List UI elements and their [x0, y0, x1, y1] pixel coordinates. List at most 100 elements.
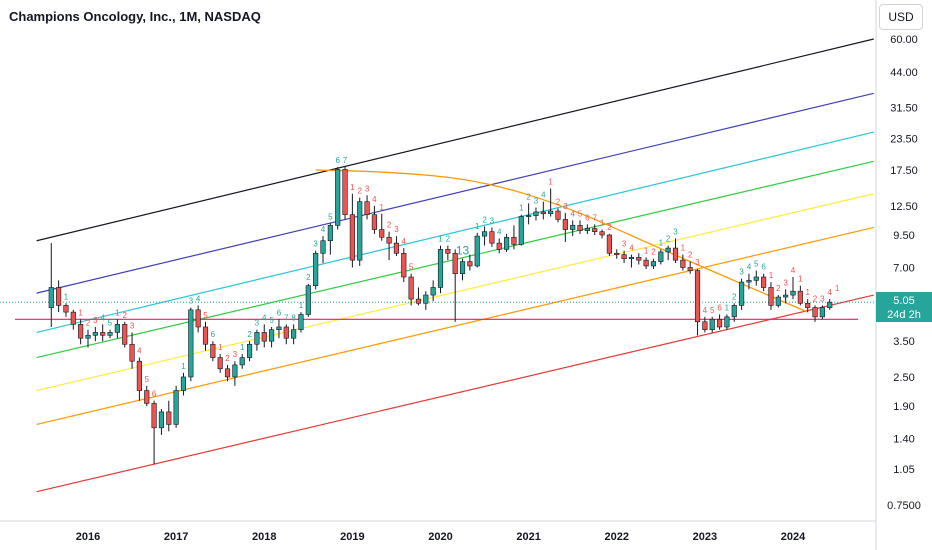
candle[interactable]	[746, 273, 752, 290]
candle[interactable]	[452, 249, 458, 322]
candle[interactable]	[827, 299, 833, 310]
candle[interactable]	[371, 205, 377, 234]
candle[interactable]	[78, 319, 84, 345]
candle[interactable]	[511, 225, 517, 250]
candle[interactable]	[210, 341, 216, 362]
candle[interactable]	[342, 167, 348, 220]
candle[interactable]	[276, 319, 282, 339]
candle[interactable]	[628, 254, 635, 268]
candle[interactable]	[298, 312, 304, 333]
candle[interactable]	[812, 305, 818, 322]
candle[interactable]	[797, 285, 803, 306]
candle[interactable]	[291, 324, 297, 345]
candle[interactable]	[665, 245, 671, 261]
candle[interactable]	[805, 299, 811, 313]
candle[interactable]	[548, 188, 554, 217]
candle[interactable]	[716, 314, 723, 330]
candle[interactable]	[48, 243, 54, 327]
candle[interactable]	[335, 167, 341, 230]
candle[interactable]	[320, 236, 326, 264]
candle[interactable]	[489, 227, 495, 247]
candle[interactable]	[540, 201, 546, 220]
candle[interactable]	[518, 214, 524, 246]
candle[interactable]	[658, 249, 664, 265]
candle[interactable]	[188, 307, 194, 382]
candle[interactable]	[408, 273, 414, 306]
candle[interactable]	[467, 254, 473, 271]
candle[interactable]	[636, 253, 642, 265]
candle[interactable]	[731, 303, 737, 322]
candle[interactable]	[687, 261, 693, 274]
candle[interactable]	[357, 197, 363, 266]
candle[interactable]	[555, 208, 561, 223]
candle[interactable]	[526, 203, 532, 225]
candle[interactable]	[614, 249, 620, 259]
candle[interactable]	[144, 385, 150, 407]
candle[interactable]	[702, 316, 708, 333]
candle[interactable]	[393, 236, 400, 256]
candle[interactable]	[415, 287, 422, 306]
candle[interactable]	[562, 212, 568, 242]
candle[interactable]	[166, 400, 172, 432]
currency-button[interactable]: USD	[879, 4, 923, 30]
candle[interactable]	[269, 326, 275, 348]
candle[interactable]	[107, 329, 113, 339]
candle[interactable]	[129, 332, 135, 369]
candle[interactable]	[232, 361, 238, 386]
candle[interactable]	[459, 258, 466, 281]
candle[interactable]	[643, 257, 649, 270]
candle[interactable]	[327, 223, 333, 255]
candle[interactable]	[122, 321, 128, 348]
candle[interactable]	[739, 278, 745, 310]
candle[interactable]	[92, 326, 98, 342]
candle[interactable]	[70, 309, 76, 330]
candle[interactable]	[445, 245, 451, 261]
candle[interactable]	[819, 305, 825, 320]
candle[interactable]	[313, 250, 319, 290]
candle[interactable]	[114, 319, 120, 339]
candle[interactable]	[202, 321, 209, 351]
candle[interactable]	[584, 224, 590, 234]
candle[interactable]	[775, 295, 781, 308]
candle[interactable]	[180, 372, 187, 396]
candle[interactable]	[136, 357, 142, 401]
candle[interactable]	[570, 220, 576, 237]
candle[interactable]	[349, 193, 355, 268]
candle[interactable]	[283, 324, 289, 345]
candle[interactable]	[790, 277, 796, 300]
candle[interactable]	[261, 324, 267, 348]
candle[interactable]	[592, 224, 598, 235]
candle[interactable]	[56, 280, 62, 313]
candle[interactable]	[606, 233, 612, 256]
candle[interactable]	[85, 329, 91, 348]
candle[interactable]	[533, 207, 539, 221]
candle[interactable]	[423, 291, 429, 310]
candle[interactable]	[63, 303, 69, 317]
candle[interactable]	[481, 226, 488, 246]
candle[interactable]	[496, 238, 502, 254]
candle[interactable]	[783, 289, 789, 304]
candle[interactable]	[504, 233, 510, 252]
candle[interactable]	[694, 269, 701, 336]
candle[interactable]	[680, 254, 686, 271]
candle[interactable]	[217, 354, 223, 373]
candle[interactable]	[401, 248, 407, 283]
candle[interactable]	[386, 231, 392, 261]
candle[interactable]	[724, 314, 730, 330]
candle[interactable]	[151, 400, 157, 465]
candle[interactable]	[364, 195, 370, 220]
candle[interactable]	[709, 316, 715, 333]
candle[interactable]	[474, 232, 480, 268]
candle[interactable]	[672, 238, 679, 264]
candle[interactable]	[158, 408, 165, 435]
candle[interactable]	[621, 250, 627, 264]
candle[interactable]	[761, 273, 767, 292]
candle[interactable]	[599, 229, 605, 239]
candle[interactable]	[768, 282, 774, 310]
candle[interactable]	[379, 213, 385, 241]
candle[interactable]	[246, 341, 253, 362]
candle[interactable]	[239, 354, 245, 369]
candle[interactable]	[254, 329, 260, 351]
candle[interactable]	[753, 270, 759, 286]
candle[interactable]	[195, 305, 201, 333]
